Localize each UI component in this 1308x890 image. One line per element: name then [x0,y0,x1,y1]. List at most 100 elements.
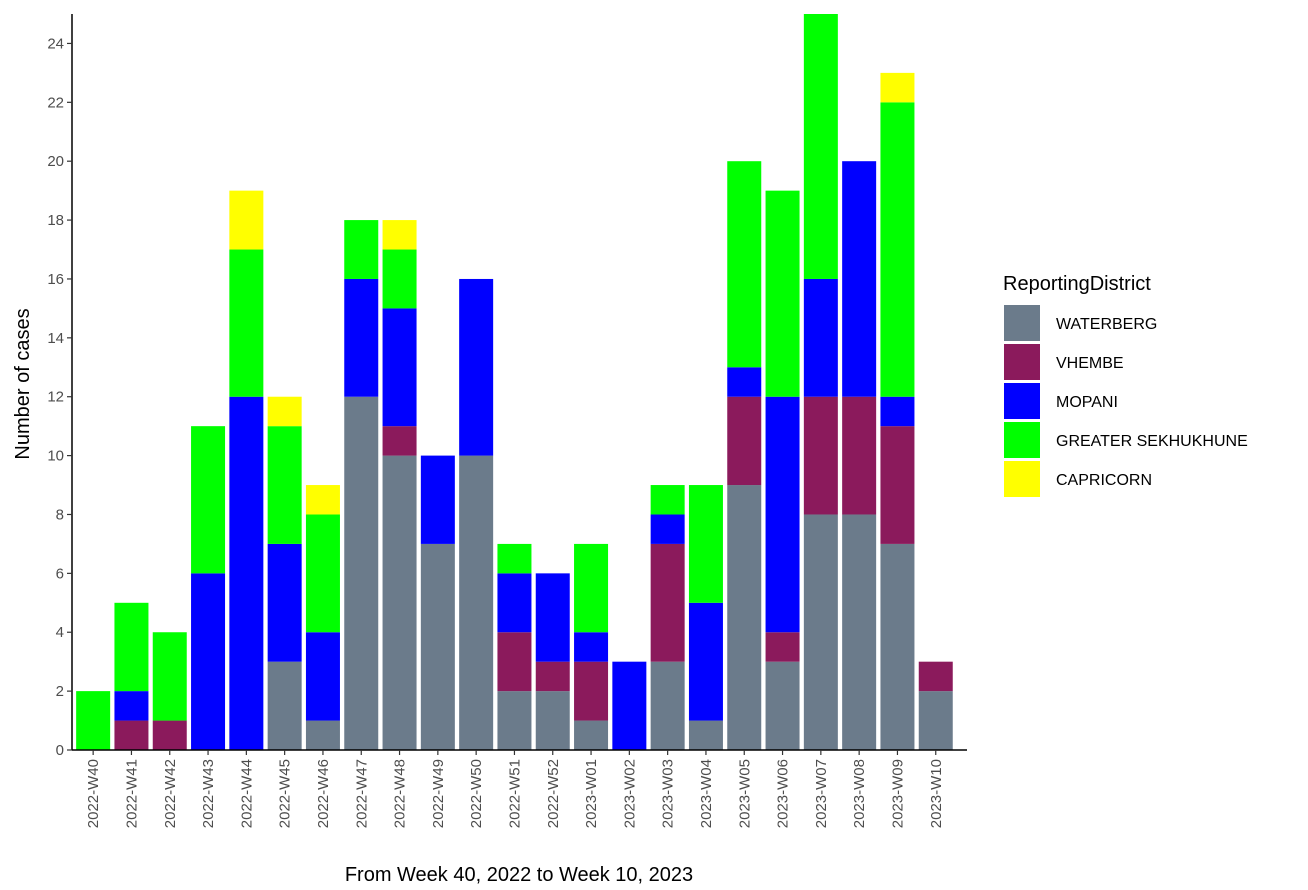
bar-segment [727,485,762,750]
x-tick-label: 2022-W50 [468,759,485,828]
bar-segment [765,190,800,397]
bar-segment [344,396,379,750]
bar-segment [918,691,953,750]
bar-segment [612,661,647,750]
bar-segment [842,396,877,515]
y-tick-label: 14 [47,330,64,347]
bar-segment [650,543,685,662]
bar-segment [114,720,149,750]
bar-segment [497,573,532,633]
bar-segment [880,396,915,427]
bar-segment [688,602,723,721]
legend-key [1004,461,1040,497]
x-tick-label: 2023-W08 [851,759,868,828]
bar-segment [382,455,417,750]
bar-segment [535,691,570,750]
bar-segment [880,72,915,103]
bar-segment [382,220,417,250]
x-axis: 2022-W40 2022-W41 2022-W42 2022-W43 2022-W44… [72,749,967,828]
bar-segment [382,249,417,309]
x-tick-label: 2022-W51 [506,759,523,828]
x-tick-label: 2022-W47 [353,759,370,828]
legend-key [1004,383,1040,419]
bar-segment [727,161,762,368]
bar-segment [305,485,340,515]
bar-segment [267,661,302,750]
bar-segment [305,514,340,633]
bar-segment [305,632,340,721]
bar-segment [229,190,264,250]
bar-segment [420,455,455,544]
bar-segment [765,632,800,662]
x-tick-label: 2023-W06 [775,759,792,828]
bar-segment [574,661,609,721]
bar-segment [459,278,494,456]
x-tick-label: 2022-W45 [277,759,294,828]
bar-segment [76,691,111,750]
bar-segment [114,691,149,721]
bars-layer [76,14,953,750]
bar-segment [880,102,915,397]
bar-segment [574,720,609,750]
bar-segment [803,14,838,279]
bar-segment [382,308,417,427]
bar-segment [765,661,800,750]
x-tick-label: 2023-W03 [660,759,677,828]
x-tick-label: 2022-W48 [392,759,409,828]
y-tick-label: 12 [47,389,64,406]
bar-segment [803,514,838,750]
x-tick-label: 2023-W01 [583,759,600,828]
bar-segment [650,514,685,544]
bar-segment [382,426,417,456]
bar-segment [267,543,302,662]
bar-segment [305,720,340,750]
legend-key [1004,305,1040,341]
bar-segment [229,249,264,397]
bar-segment [497,632,532,692]
y-tick-label: 20 [47,153,64,170]
y-tick-label: 0 [56,742,64,759]
bar-segment [344,220,379,279]
bar-segment [727,367,762,397]
bar-segment [880,426,915,544]
y-tick-label: 24 [47,35,64,52]
bar-segment [918,661,953,692]
x-tick-label: 2022-W41 [123,759,140,828]
y-tick-label: 10 [47,448,64,465]
x-tick-label: 2022-W49 [430,759,447,828]
bar-segment [267,426,302,544]
x-tick-label: 2022-W46 [315,759,332,828]
legend: ReportingDistrict WATERBERG VHEMBE MOPANI G… [1003,273,1248,497]
bar-segment [229,396,264,750]
legend-label: WATERBERG [1056,316,1157,333]
y-tick-label: 22 [47,94,64,111]
x-tick-label: 2022-W43 [200,759,217,828]
x-tick-label: 2023-W02 [621,759,638,828]
bar-segment [497,543,532,574]
legend-title: ReportingDistrict [1003,273,1151,295]
x-axis-title: From Week 40, 2022 to Week 10, 2023 [345,864,693,886]
legend-key [1004,344,1040,380]
bar-segment [574,632,609,662]
y-axis-title: Number of cases [12,308,34,459]
y-tick-label: 16 [47,271,64,288]
bar-segment [842,514,877,750]
x-tick-label: 2022-W42 [162,759,179,828]
x-tick-label: 2023-W10 [928,759,945,828]
y-tick-label: 18 [47,212,64,229]
bar-segment [344,278,379,397]
bar-segment [497,691,532,750]
legend-label: GREATER SEKHUKHUNE [1056,433,1248,450]
bar-segment [459,455,494,750]
bar-segment [191,426,226,574]
bar-segment [267,396,302,427]
bar-segment [803,278,838,397]
bar-segment [688,720,723,750]
legend-label: MOPANI [1056,394,1118,411]
bar-segment [727,396,762,486]
bar-segment [535,661,570,692]
bar-segment [842,161,877,397]
legend-label: CAPRICORN [1056,472,1152,489]
